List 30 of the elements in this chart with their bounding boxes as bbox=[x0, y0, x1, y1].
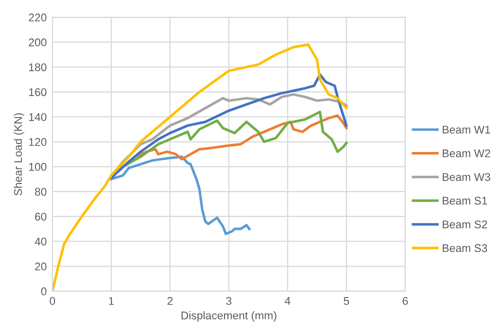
y-tick-label: 0 bbox=[41, 287, 46, 296]
legend-label: Beam W2 bbox=[442, 149, 490, 158]
legend-label: Beam S2 bbox=[442, 220, 488, 228]
y-tick-label: 160 bbox=[29, 88, 46, 96]
line-series bbox=[110, 73, 348, 180]
x-tick-label: 3 bbox=[226, 297, 232, 305]
y-tick-label: 200 bbox=[28, 38, 46, 46]
x-tick-label: 1 bbox=[108, 297, 114, 305]
legend-label: Beam S3 bbox=[442, 244, 488, 252]
y-tick-label: 20 bbox=[35, 262, 46, 270]
line-series bbox=[110, 155, 251, 236]
y-tick-label: 220 bbox=[28, 14, 46, 22]
x-tick-label: 5 bbox=[344, 297, 350, 305]
y-axis-title: Shear Load (KN) bbox=[14, 113, 24, 196]
x-tick-label: 4 bbox=[284, 297, 290, 305]
y-tick-label: 180 bbox=[29, 63, 46, 72]
y-tick-label: 140 bbox=[29, 113, 46, 121]
y-tick-label: 60 bbox=[35, 212, 46, 221]
legend-label: Beam W3 bbox=[442, 173, 490, 181]
y-tick-label: 80 bbox=[34, 188, 46, 196]
y-tick-label: 40 bbox=[34, 238, 46, 246]
legend-label: Beam S1 bbox=[442, 196, 488, 205]
legend-label: Beam W1 bbox=[442, 126, 490, 134]
line-series bbox=[52, 43, 348, 292]
y-tick-label: 120 bbox=[29, 138, 46, 146]
x-tick-label: 6 bbox=[402, 297, 408, 305]
x-tick-label: 2 bbox=[167, 297, 173, 305]
x-tick-label: 0 bbox=[50, 297, 56, 305]
x-axis-title: Displacement (mm) bbox=[182, 311, 276, 322]
y-tick-label: 100 bbox=[29, 162, 46, 171]
